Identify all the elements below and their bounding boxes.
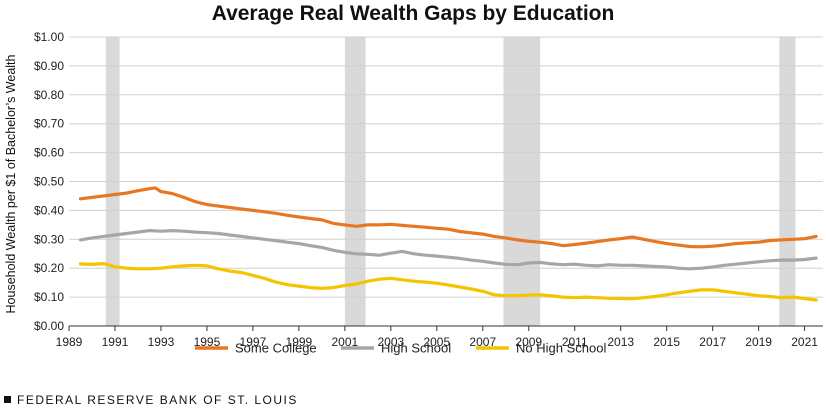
y-axis-label: Household Wealth per $1 of Bachelor’s We… bbox=[4, 54, 18, 313]
x-tick-label: 2015 bbox=[653, 335, 680, 349]
x-tick-label: 2017 bbox=[699, 335, 726, 349]
x-tick-label: 1999 bbox=[286, 335, 313, 349]
x-tick-label: 1993 bbox=[148, 335, 175, 349]
y-tick-label: $0.90 bbox=[34, 59, 64, 73]
y-tick-label: $0.00 bbox=[34, 319, 64, 333]
x-tick-label: 1991 bbox=[102, 335, 129, 349]
x-tick-label: 2011 bbox=[562, 335, 588, 349]
x-tick-label: 1989 bbox=[56, 335, 83, 349]
y-tick-label: $0.10 bbox=[34, 290, 64, 304]
legend-label: No High School bbox=[516, 341, 606, 356]
footer-text: FEDERAL RESERVE BANK OF ST. LOUIS bbox=[17, 393, 298, 407]
series-line-some-college bbox=[78, 186, 818, 249]
legend-label: High School bbox=[381, 341, 451, 356]
gridlines bbox=[69, 36, 823, 298]
y-tick-label: $0.60 bbox=[34, 146, 64, 160]
line-chart: $0.00 $0.10 $0.20 $0.30 $0.40 $0.50 $0.60 $0.70… bbox=[4, 30, 823, 356]
y-axis-ticks: $0.00 $0.10 $0.20 $0.30 $0.40 $0.50 $0.60 $0.70… bbox=[34, 30, 64, 333]
series-line-high-school bbox=[78, 229, 818, 271]
y-tick-label: $0.70 bbox=[34, 117, 64, 131]
y-tick-label: $0.30 bbox=[34, 232, 64, 246]
x-tick-label: 2009 bbox=[515, 335, 542, 349]
x-tick-label: 1995 bbox=[194, 335, 221, 349]
x-tick-label: 2013 bbox=[607, 335, 634, 349]
y-tick-label: $0.40 bbox=[34, 203, 64, 217]
x-tick-label: 2003 bbox=[377, 335, 404, 349]
chart-title: Average Real Wealth Gaps by Education bbox=[211, 2, 615, 25]
x-tick-label: 2005 bbox=[423, 335, 450, 349]
x-axis-ticks: 1989 1991 1993 1995 1997 1999 2001 2003 2005 2007… bbox=[56, 326, 818, 349]
y-tick-label: $1.00 bbox=[34, 30, 64, 44]
x-tick-label: 2001 bbox=[332, 335, 359, 349]
y-tick-label: $0.80 bbox=[34, 88, 64, 102]
series-lines bbox=[78, 186, 818, 302]
x-tick-label: 2019 bbox=[745, 335, 772, 349]
x-tick-label: 2007 bbox=[469, 335, 496, 349]
footer: FEDERAL RESERVE BANK OF ST. LOUIS bbox=[4, 393, 298, 407]
y-tick-label: $0.20 bbox=[34, 261, 64, 275]
x-tick-label: 2021 bbox=[791, 335, 818, 349]
legend-label: Some College bbox=[235, 341, 317, 356]
x-tick-label: 1997 bbox=[240, 335, 267, 349]
y-tick-label: $0.50 bbox=[34, 175, 64, 189]
footer-square-icon bbox=[4, 396, 11, 403]
legend: Some College High School No High School bbox=[195, 341, 606, 356]
series-line-no-high-school bbox=[78, 262, 818, 302]
